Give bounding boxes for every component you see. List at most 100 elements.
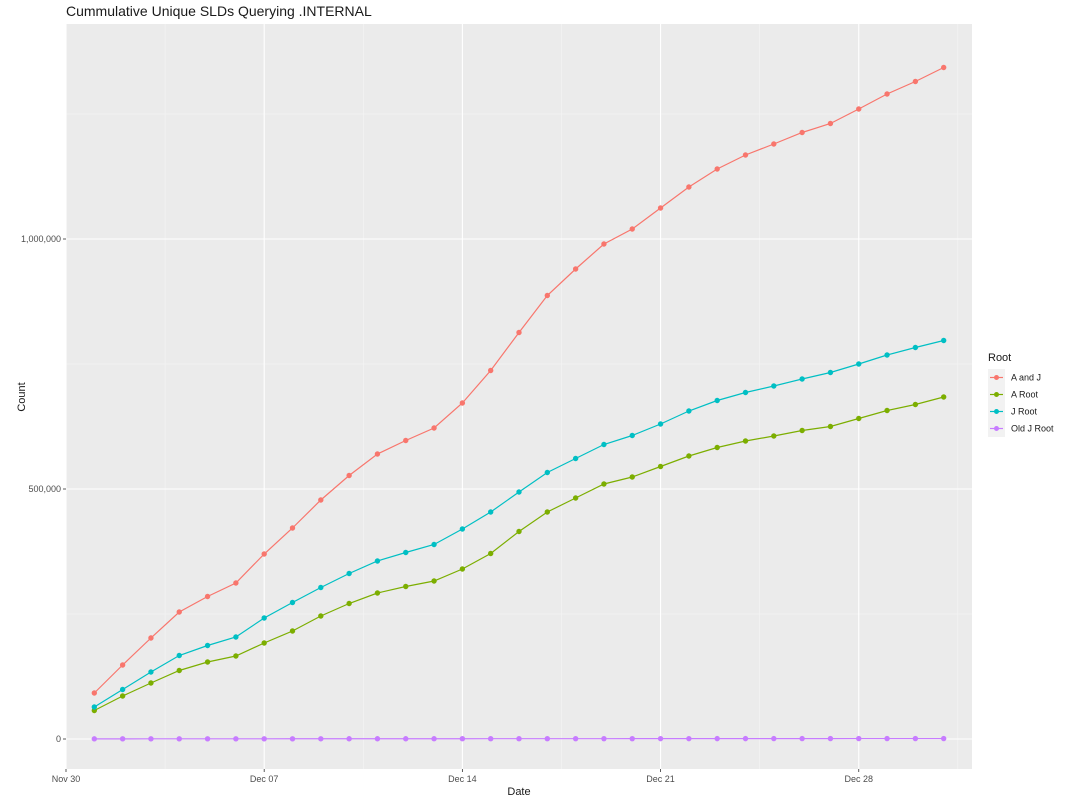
data-point-a-and-j: [686, 184, 691, 189]
data-point-a-root: [233, 653, 238, 658]
data-point-old-j-root: [290, 736, 295, 741]
data-point-old-j-root: [573, 736, 578, 741]
data-point-a-root: [941, 394, 946, 399]
data-point-old-j-root: [771, 736, 776, 741]
legend-item-j-root: J Root: [988, 403, 1038, 420]
data-point-a-root: [318, 613, 323, 618]
x-tick-label: Nov 30: [52, 774, 81, 784]
data-point-j-root: [913, 345, 918, 350]
data-point-a-root: [799, 428, 804, 433]
data-point-old-j-root: [233, 736, 238, 741]
legend-key-point: [994, 392, 999, 397]
data-point-old-j-root: [403, 736, 408, 741]
data-point-j-root: [92, 704, 97, 709]
data-point-old-j-root: [318, 736, 323, 741]
legend-label: A and J: [1011, 373, 1041, 383]
data-point-a-and-j: [148, 635, 153, 640]
data-point-old-j-root: [941, 736, 946, 741]
y-axis-title: Count: [16, 382, 28, 411]
y-tick-label: 0: [56, 734, 61, 744]
data-point-old-j-root: [375, 736, 380, 741]
data-point-old-j-root: [346, 736, 351, 741]
data-point-a-root: [828, 424, 833, 429]
data-point-j-root: [799, 376, 804, 381]
data-point-a-and-j: [431, 425, 436, 430]
data-point-a-and-j: [488, 368, 493, 373]
data-point-j-root: [601, 442, 606, 447]
data-point-j-root: [205, 643, 210, 648]
data-point-j-root: [375, 558, 380, 563]
data-point-a-and-j: [290, 525, 295, 530]
data-point-a-and-j: [630, 226, 635, 231]
data-point-j-root: [233, 634, 238, 639]
data-point-old-j-root: [545, 736, 550, 741]
data-point-a-root: [290, 628, 295, 633]
data-point-a-root: [205, 659, 210, 664]
legend-key-point: [994, 426, 999, 431]
data-point-j-root: [573, 456, 578, 461]
data-point-a-and-j: [828, 121, 833, 126]
x-tick-label: Dec 07: [250, 774, 279, 784]
data-point-a-and-j: [233, 580, 238, 585]
data-point-a-root: [884, 408, 889, 413]
data-point-j-root: [177, 653, 182, 658]
data-point-a-and-j: [884, 91, 889, 96]
data-point-a-root: [743, 438, 748, 443]
data-point-old-j-root: [743, 736, 748, 741]
data-point-j-root: [545, 470, 550, 475]
legend-label: J Root: [1011, 407, 1038, 417]
data-point-a-and-j: [913, 79, 918, 84]
data-point-a-and-j: [516, 330, 521, 335]
data-point-a-and-j: [658, 205, 663, 210]
x-axis-title: Date: [507, 786, 530, 798]
data-point-a-root: [375, 590, 380, 595]
data-point-old-j-root: [177, 736, 182, 741]
data-point-a-and-j: [460, 400, 465, 405]
data-point-j-root: [488, 509, 493, 514]
data-point-a-root: [346, 601, 351, 606]
legend-item-old-j-root: Old J Root: [988, 420, 1054, 437]
data-point-old-j-root: [714, 736, 719, 741]
x-tick-label: Dec 21: [646, 774, 675, 784]
legend-item-a-root: A Root: [988, 386, 1039, 403]
data-point-old-j-root: [516, 736, 521, 741]
data-point-old-j-root: [913, 736, 918, 741]
data-point-j-root: [261, 615, 266, 620]
data-point-a-root: [913, 402, 918, 407]
data-point-j-root: [884, 352, 889, 357]
data-point-a-and-j: [573, 266, 578, 271]
data-point-a-and-j: [177, 609, 182, 614]
data-point-a-root: [148, 680, 153, 685]
plot-panel: [66, 24, 972, 769]
data-point-old-j-root: [799, 736, 804, 741]
data-point-old-j-root: [92, 736, 97, 741]
data-point-j-root: [686, 408, 691, 413]
data-point-j-root: [828, 370, 833, 375]
data-point-a-and-j: [92, 690, 97, 695]
data-point-a-root: [771, 433, 776, 438]
data-point-old-j-root: [686, 736, 691, 741]
data-point-j-root: [403, 550, 408, 555]
data-point-old-j-root: [828, 736, 833, 741]
x-tick-label: Dec 28: [844, 774, 873, 784]
data-point-j-root: [318, 585, 323, 590]
data-point-a-and-j: [205, 594, 210, 599]
data-point-a-and-j: [403, 438, 408, 443]
legend-label: Old J Root: [1011, 424, 1054, 434]
data-point-a-and-j: [120, 662, 125, 667]
data-point-a-root: [403, 584, 408, 589]
data-point-a-root: [261, 640, 266, 645]
chart-title: Cummulative Unique SLDs Querying .INTERN…: [66, 3, 372, 19]
data-point-old-j-root: [601, 736, 606, 741]
data-point-j-root: [856, 361, 861, 366]
data-point-a-root: [431, 578, 436, 583]
data-point-j-root: [460, 526, 465, 531]
data-point-j-root: [120, 687, 125, 692]
legend-item-a-and-j: A and J: [988, 369, 1041, 386]
x-tick-label: Dec 14: [448, 774, 477, 784]
data-point-a-root: [573, 495, 578, 500]
